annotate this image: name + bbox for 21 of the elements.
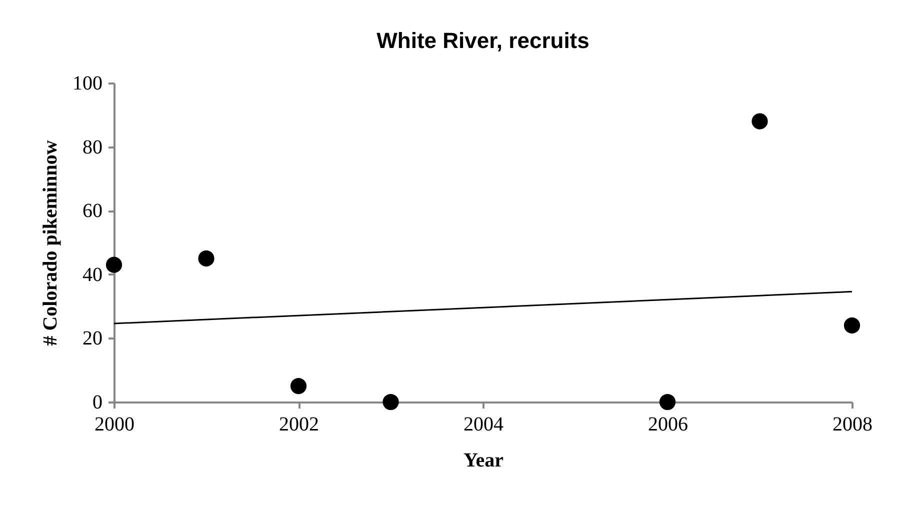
point xyxy=(106,256,122,273)
point xyxy=(844,317,860,334)
x-tick-label: 2002 xyxy=(279,414,319,436)
chart-title: White River, recruits xyxy=(376,28,590,53)
y-tick-label: 20 xyxy=(82,328,102,350)
x-tick-label: 2008 xyxy=(832,414,872,436)
x-tick-label: 2000 xyxy=(94,414,134,436)
y-tick-label: 80 xyxy=(82,136,102,158)
point xyxy=(752,113,768,130)
point xyxy=(659,394,676,410)
point xyxy=(290,378,307,394)
y-axis-title: # Colorado pikeminnow xyxy=(40,140,62,346)
point xyxy=(382,394,399,410)
y-tick-label: 60 xyxy=(82,200,102,222)
x-tick-label: 2004 xyxy=(464,414,504,436)
point xyxy=(198,250,214,266)
x-tick-label: 2006 xyxy=(648,414,688,436)
x-axis-title: Year xyxy=(464,450,504,472)
y-tick-label: 0 xyxy=(92,392,102,414)
y-tick-label: 100 xyxy=(72,72,102,94)
y-tick-label: 40 xyxy=(82,264,102,286)
